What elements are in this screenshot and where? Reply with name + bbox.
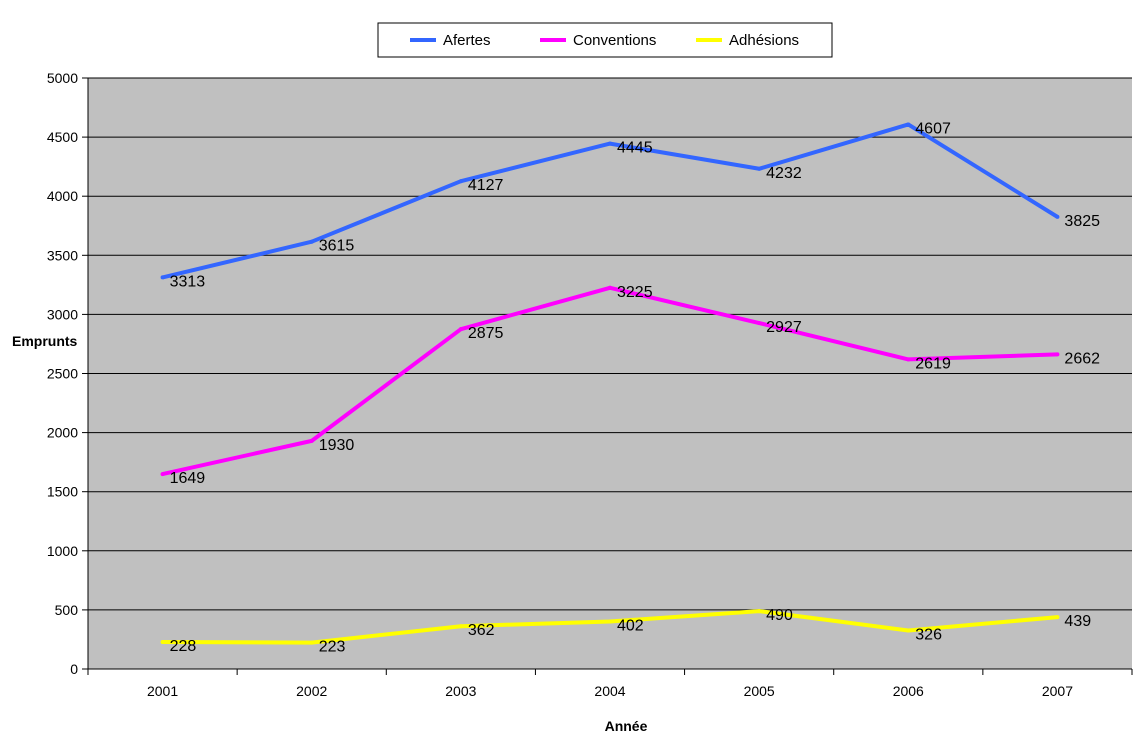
- x-tick-label: 2006: [893, 683, 924, 699]
- data-labels: 3313 3615 4127 4445 4232 4607 3825 1649 1930 2875…: [170, 120, 1101, 655]
- data-label: 2875: [468, 325, 504, 342]
- data-label: 326: [915, 626, 942, 643]
- data-label: 2619: [915, 355, 951, 372]
- y-tick-label: 2000: [47, 425, 78, 441]
- y-tick-label: 5000: [47, 70, 78, 86]
- data-label: 3825: [1064, 213, 1100, 230]
- axes: 0 500 1000 1500 2000 2500 3000 3500 4000 4500 5000…: [47, 70, 1133, 699]
- data-point: [160, 640, 165, 645]
- data-label: 2662: [1064, 350, 1100, 367]
- data-point: [458, 624, 463, 629]
- data-point: [1055, 214, 1060, 219]
- data-label: 4445: [617, 140, 653, 157]
- data-label: 3615: [319, 238, 355, 255]
- data-label: 362: [468, 622, 495, 639]
- data-label: 4127: [468, 177, 504, 194]
- data-point: [160, 472, 165, 477]
- data-point: [608, 285, 612, 290]
- data-point: [458, 327, 463, 332]
- y-tick-label: 0: [70, 661, 78, 677]
- data-label: 1649: [170, 470, 206, 487]
- data-label: 3313: [170, 273, 206, 290]
- data-point: [906, 628, 911, 633]
- data-point: [608, 141, 612, 146]
- data-point: [906, 357, 911, 362]
- data-point: [608, 619, 612, 624]
- data-label: 490: [766, 607, 793, 624]
- y-tick-label: 3000: [47, 306, 78, 322]
- y-tick-label: 1500: [47, 484, 78, 500]
- data-label: 2927: [766, 319, 802, 336]
- legend-entry: Adhésions: [729, 32, 799, 49]
- data-label: 1930: [319, 437, 355, 454]
- data-point: [757, 609, 762, 614]
- x-tick-label: 2004: [594, 683, 625, 699]
- data-label: 3225: [617, 284, 653, 301]
- y-tick-label: 3500: [47, 247, 78, 263]
- data-point: [906, 122, 911, 127]
- legend-box: [377, 22, 833, 58]
- data-label: 402: [617, 617, 644, 634]
- data-point: [1055, 352, 1060, 357]
- y-tick-label: 500: [55, 602, 79, 618]
- data-point: [309, 640, 314, 645]
- gridlines: [88, 77, 1132, 611]
- data-point: [458, 179, 463, 184]
- y-tick-label: 4500: [47, 129, 78, 145]
- x-tick-label: 2005: [744, 683, 775, 699]
- y-tick-label: 4000: [47, 188, 78, 204]
- data-point: [757, 166, 762, 171]
- data-point: [309, 239, 314, 244]
- data-label: 223: [319, 639, 346, 656]
- data-point: [757, 321, 762, 326]
- data-label: 439: [1064, 613, 1091, 630]
- data-label: 228: [170, 638, 197, 655]
- y-tick-label: 1000: [47, 543, 78, 559]
- x-tick-label: 2003: [445, 683, 476, 699]
- legend-entry: Afertes: [443, 32, 491, 49]
- y-tick-label: 2500: [47, 366, 78, 382]
- data-point: [1055, 615, 1060, 620]
- data-label: 4607: [915, 120, 951, 137]
- data-point: [309, 438, 314, 443]
- x-axis-title: Année: [605, 718, 648, 734]
- legend: Afertes Conventions Adhésions: [377, 22, 833, 58]
- y-axis-title: Emprunts: [12, 333, 78, 349]
- series-lines: [160, 122, 1060, 645]
- x-tick-label: 2002: [296, 683, 327, 699]
- data-point: [160, 275, 165, 280]
- x-tick-label: 2001: [147, 683, 178, 699]
- x-tick-label: 2007: [1042, 683, 1073, 699]
- legend-entry: Conventions: [573, 32, 656, 49]
- data-label: 4232: [766, 165, 802, 182]
